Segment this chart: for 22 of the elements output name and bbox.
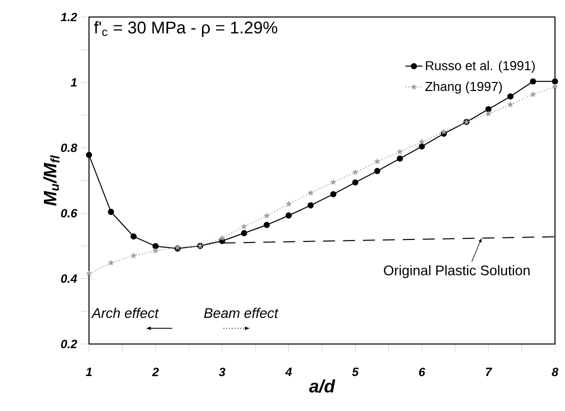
x-tick-label: 3 [218, 368, 226, 376]
x-axis-title: a/d [309, 379, 336, 393]
legend-label: Zhang (1997) [425, 82, 502, 94]
x-tick-label: 7 [486, 368, 492, 376]
y-axis-title: M$_{u}$/M$_{fl}$ [43, 155, 60, 206]
chart-title: f'$_{c}$ = 30 MPa - ρ = 1.29% [94, 21, 278, 37]
x-tick-label: 8 [552, 368, 558, 376]
x-tick-label: 1 [86, 368, 92, 376]
x-tick-label: 6 [419, 368, 426, 376]
annotation: Arch effect [91, 308, 159, 318]
x-tick-label: 2 [152, 368, 159, 376]
y-tick-label: 0.2 [61, 340, 78, 348]
x-tick-label: 4 [285, 368, 292, 376]
annotation: Beam effect [204, 308, 279, 318]
y-tick-label: 1 [70, 78, 77, 87]
x-tick-label: 5 [352, 368, 359, 376]
annotation: Original Plastic Solution [384, 265, 530, 278]
y-tick-label: 0.4 [61, 274, 77, 283]
y-tick-label: 0.8 [61, 144, 78, 152]
y-tick-label: 0.6 [61, 208, 78, 218]
y-tick-label: 1.2 [60, 12, 78, 22]
legend-label: Russo et al. (1991) [426, 60, 535, 73]
